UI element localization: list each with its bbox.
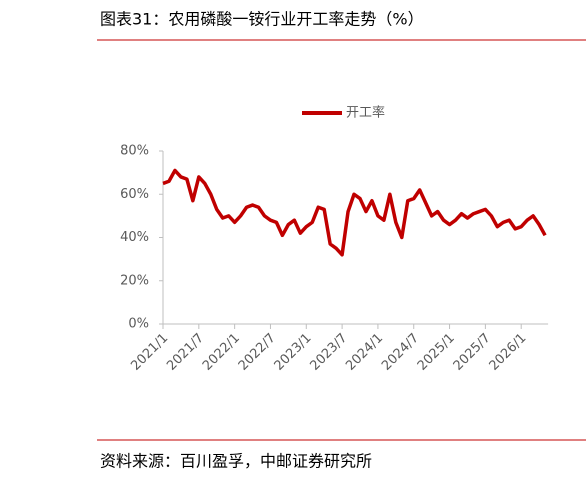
x-tick-label: 2025/1: [415, 331, 458, 374]
x-tick-label: 2021/1: [128, 331, 171, 374]
x-tick-label: 2024/1: [343, 331, 386, 374]
header-title: 图表31：农用磷酸一铵行业开工率走势（%）: [100, 10, 424, 29]
y-tick-label: 40%: [120, 230, 149, 245]
y-tick-label: 20%: [120, 273, 149, 288]
line-series: [162, 168, 547, 257]
x-tick-label: 2025/7: [451, 331, 494, 374]
chart: 0%20%40%60%80%2021/12021/72022/12022/720…: [120, 105, 549, 374]
x-tick-label: 2026/1: [487, 331, 530, 374]
y-tick-label: 0%: [128, 317, 149, 332]
x-tick-label: 2021/7: [164, 331, 207, 374]
legend-label: 开工率: [346, 105, 385, 121]
x-tick-label: 2022/7: [236, 331, 279, 374]
x-tick-label: 2024/7: [379, 331, 422, 374]
x-tick-label: 2023/1: [272, 331, 315, 374]
y-tick-label: 60%: [120, 187, 149, 202]
y-tick-label: 80%: [120, 144, 149, 159]
x-tick-label: 2023/7: [307, 331, 350, 374]
footer-source: 资料来源：百川盈孚，中邮证券研究所: [100, 452, 372, 471]
x-tick-label: 2022/1: [200, 331, 243, 374]
